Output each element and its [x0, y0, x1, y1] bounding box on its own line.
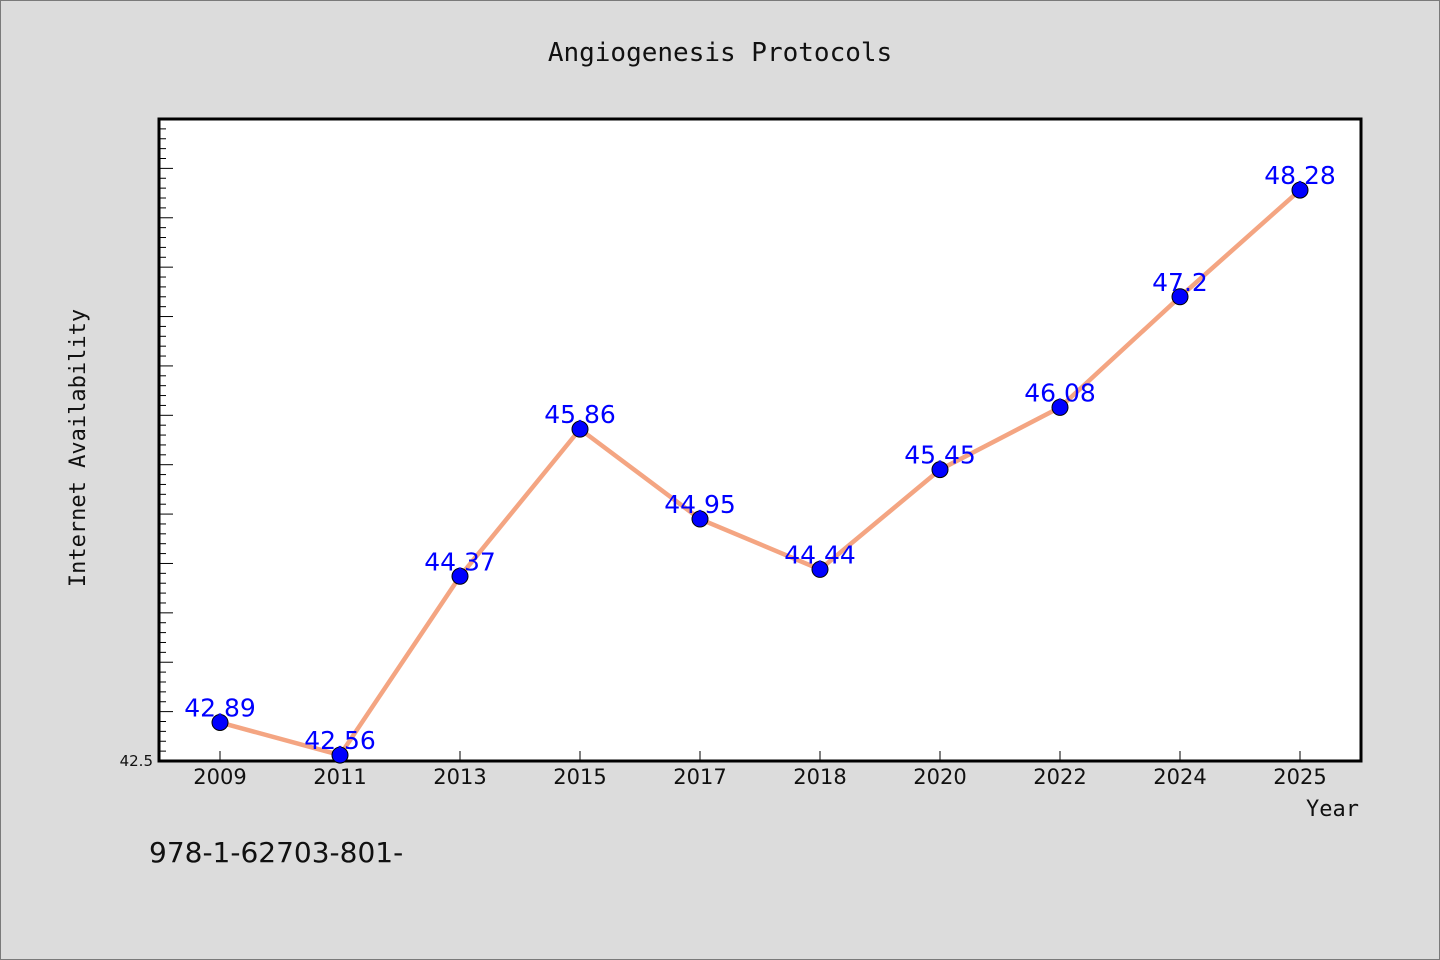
data-point-label: 42.56 [304, 726, 376, 755]
x-tick-label: 2017 [673, 765, 726, 789]
data-point-marker [1291, 181, 1309, 199]
chart-title: Angiogenesis Protocols [548, 38, 892, 68]
data-point-marker [1051, 398, 1069, 416]
series-line-path [217, 187, 1303, 758]
data-point-label: 45.45 [904, 441, 976, 470]
data-point-marker [211, 713, 229, 731]
y-axis-label: Internet Availability [66, 309, 91, 587]
data-points [211, 181, 1309, 764]
plot-area [157, 117, 1363, 763]
x-axis-ticks: 2009 2011 2013 2015 2017 2018 2020 2022 2024 2025 [193, 751, 1327, 789]
data-point-marker [331, 746, 349, 764]
data-point-marker [571, 420, 589, 438]
data-point-label: 42.89 [184, 693, 256, 722]
data-point-label: 48.28 [1264, 161, 1336, 190]
x-tick-label: 2015 [553, 765, 606, 789]
data-point-label: 46.08 [1024, 378, 1096, 407]
data-point-marker [931, 461, 949, 479]
x-tick-label: 2009 [193, 765, 246, 789]
data-point-label: 45.86 [544, 400, 616, 429]
x-tick-label: 2020 [913, 765, 966, 789]
data-point-marker [691, 510, 709, 528]
data-point-marker [451, 567, 469, 585]
data-point-marker [1171, 288, 1189, 306]
x-tick-label: 2013 [433, 765, 486, 789]
x-tick-label: 2025 [1273, 765, 1326, 789]
series-line [217, 187, 1303, 758]
y-axis-ticks: 42.5 [120, 118, 173, 770]
data-point-label: 44.44 [784, 540, 856, 569]
x-tick-label: 2018 [793, 765, 846, 789]
data-point-label: 44.37 [424, 547, 496, 576]
x-axis-label: Year [1306, 797, 1359, 822]
data-point-marker [811, 560, 829, 578]
data-labels: 42.89 42.56 44.37 45.86 44.95 44.44 45.45 46.08… [184, 161, 1336, 755]
data-point-label: 44.95 [664, 490, 736, 519]
x-tick-label: 2024 [1153, 765, 1206, 789]
data-point-label: 47.2 [1152, 268, 1208, 297]
x-tick-label: 2011 [313, 765, 366, 789]
x-tick-label: 2022 [1033, 765, 1086, 789]
footnote-isbn: 978-1-62703-801- [149, 836, 403, 869]
y-tick-label: 42.5 [120, 752, 153, 770]
